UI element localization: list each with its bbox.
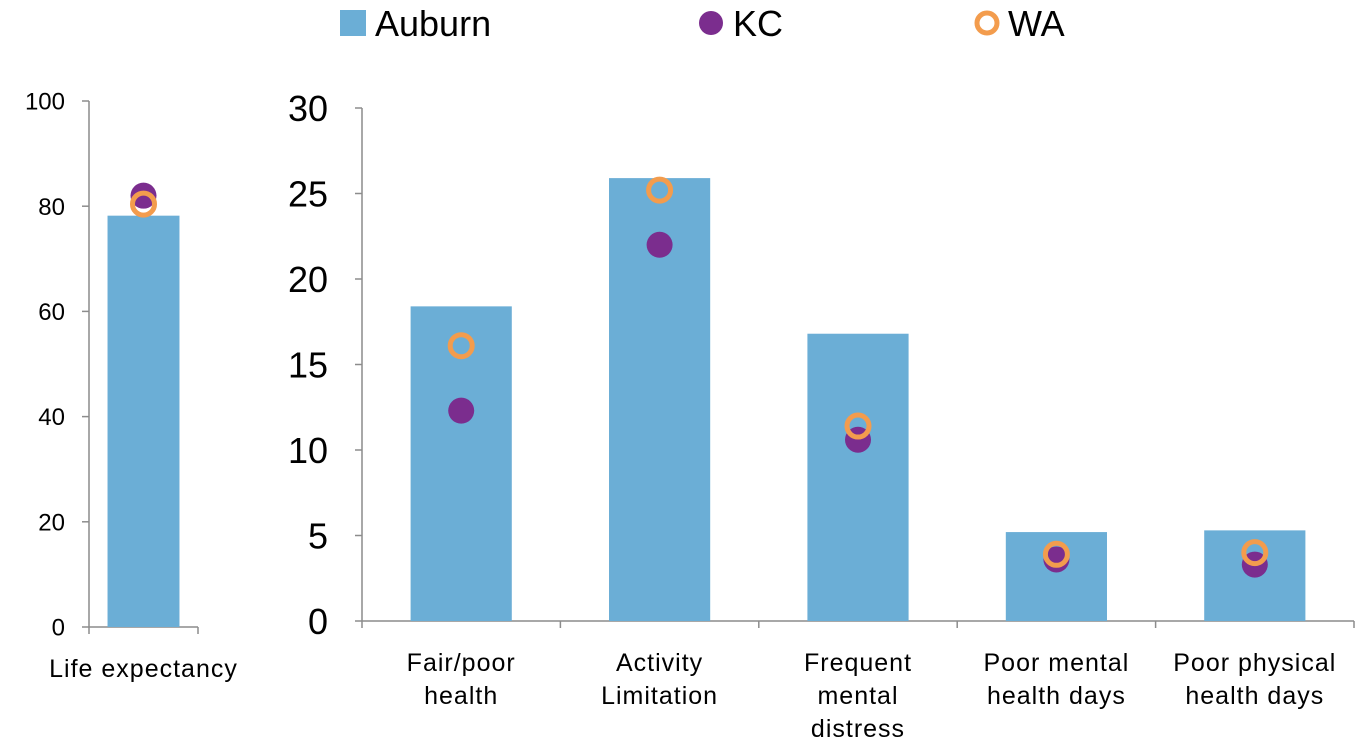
bar-auburn-frequent-mental-distress xyxy=(807,333,909,621)
point-wa-poor-physical-health-days xyxy=(1241,539,1269,567)
y-tick-label: 20 xyxy=(38,509,65,536)
point-wa-fair-poor-health xyxy=(447,332,475,360)
y-tick-label: 100 xyxy=(25,89,65,116)
x-category-label: health days xyxy=(987,682,1126,710)
y-tick-label: 25 xyxy=(288,173,328,214)
bar-auburn-fair-poor-health xyxy=(410,306,512,621)
y-tick-label: 20 xyxy=(288,259,328,300)
y-tick-label: 0 xyxy=(308,601,328,642)
x-category-label: health xyxy=(424,682,498,710)
x-category-label: Limitation xyxy=(601,682,718,710)
x-category-label: Activity xyxy=(616,649,703,677)
point-wa-life-expectancy xyxy=(130,190,157,218)
y-tick-label: 0 xyxy=(52,615,65,642)
bar-auburn-life-expectancy xyxy=(107,215,180,627)
legend-marker-auburn xyxy=(340,10,366,36)
y-tick-label: 60 xyxy=(38,299,65,326)
y-tick-label: 5 xyxy=(308,515,328,556)
point-wa-activity-limitation xyxy=(646,176,674,204)
x-category-label: Life expectancy xyxy=(49,655,238,683)
x-category-label: mental xyxy=(817,682,898,710)
legend-label-wa: WA xyxy=(1008,3,1065,44)
y-tick-label: 10 xyxy=(288,430,328,471)
x-category-label: Poor physical xyxy=(1173,649,1336,677)
y-tick-label: 80 xyxy=(38,194,65,221)
life-expectancy-panel: 0 20 40 60 80 100 Life expectancy xyxy=(25,89,238,683)
x-category-label: distress xyxy=(811,715,905,743)
legend-marker-wa xyxy=(974,10,1000,36)
y-tick-label: 40 xyxy=(38,404,65,431)
legend-label-auburn: Auburn xyxy=(375,3,491,44)
point-wa-frequent-mental-distress xyxy=(844,412,872,440)
legend-marker-kc xyxy=(699,11,723,35)
health-measures-panel: 0 5 10 15 20 25 30 Fair/poor health Activity Limit… xyxy=(288,88,1355,743)
legend-label-kc: KC xyxy=(733,3,783,44)
point-kc-fair-poor-health xyxy=(448,397,475,424)
x-category-label: Frequent xyxy=(804,649,912,677)
y-tick-label: 30 xyxy=(288,88,328,129)
x-category-label: health days xyxy=(1185,682,1324,710)
point-kc-life-expectancy xyxy=(130,182,157,209)
y-tick-label: 15 xyxy=(288,344,328,385)
legend: Auburn KC WA xyxy=(340,3,1065,44)
point-kc-activity-limitation xyxy=(646,231,673,258)
x-category-label: Fair/poor xyxy=(407,649,516,677)
point-wa-poor-mental-health-days xyxy=(1042,540,1070,568)
x-category-label: Poor mental xyxy=(984,649,1130,677)
